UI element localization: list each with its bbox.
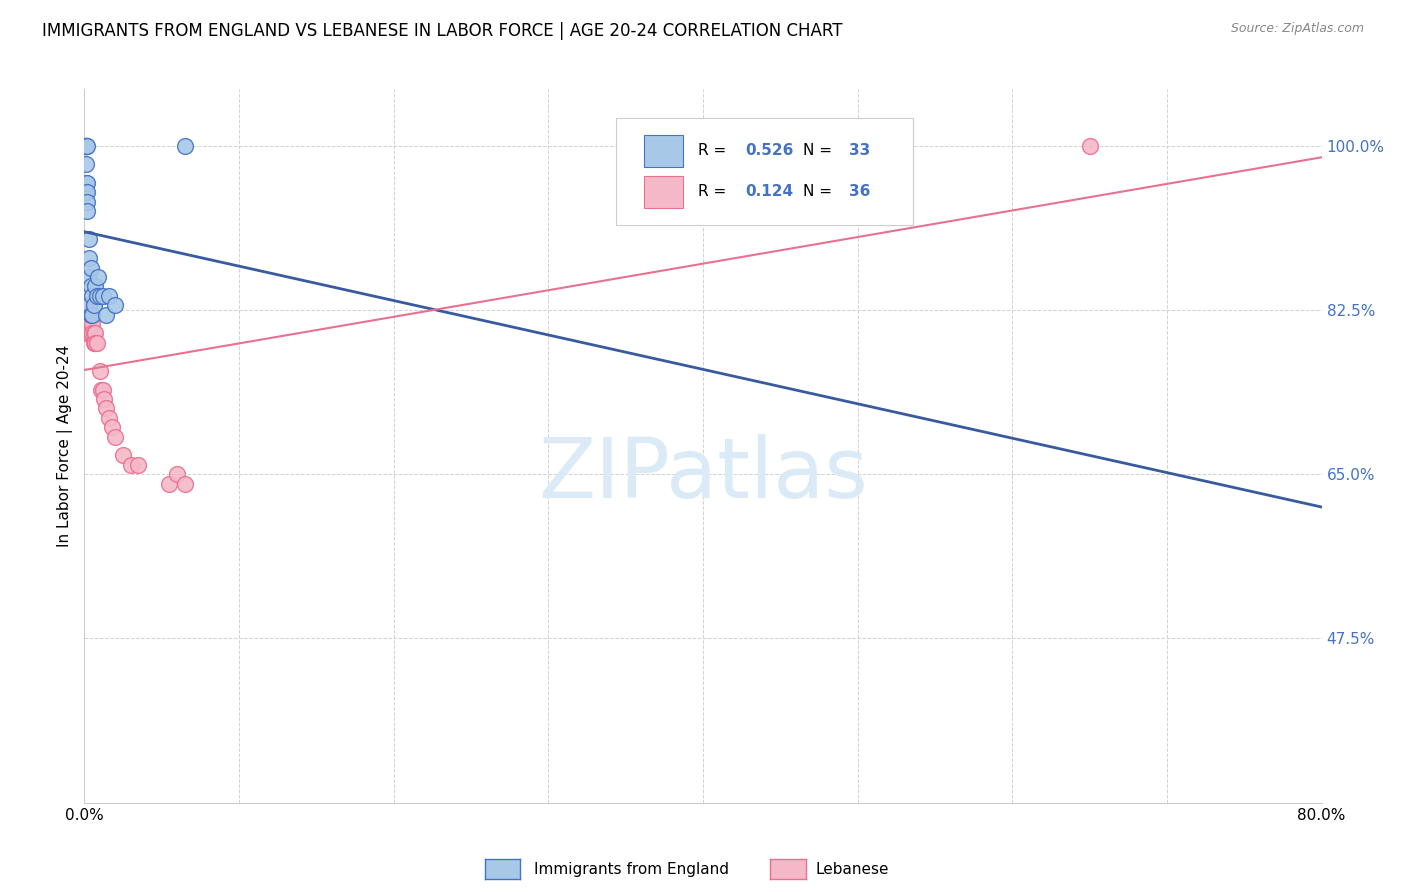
Point bbox=[89, 289, 111, 303]
Point bbox=[76, 138, 98, 153]
Point bbox=[79, 279, 101, 293]
Point bbox=[104, 298, 127, 312]
Point bbox=[79, 326, 101, 341]
Point bbox=[76, 186, 98, 200]
Point bbox=[76, 326, 98, 341]
Point bbox=[166, 467, 188, 482]
Point bbox=[76, 317, 98, 331]
Point bbox=[83, 335, 105, 350]
Point bbox=[75, 138, 97, 153]
Point bbox=[87, 270, 110, 285]
Point bbox=[75, 308, 97, 322]
Point bbox=[89, 364, 111, 378]
Point bbox=[75, 138, 97, 153]
Point bbox=[76, 194, 98, 209]
Point bbox=[77, 270, 100, 285]
Text: N =: N = bbox=[803, 184, 837, 199]
Point bbox=[75, 157, 97, 171]
Point bbox=[82, 326, 104, 341]
Point bbox=[1078, 138, 1101, 153]
Point bbox=[82, 308, 104, 322]
Point bbox=[77, 317, 100, 331]
Point bbox=[79, 260, 101, 275]
Point bbox=[79, 308, 101, 322]
Point bbox=[82, 289, 104, 303]
Y-axis label: In Labor Force | Age 20-24: In Labor Force | Age 20-24 bbox=[58, 345, 73, 547]
Point bbox=[93, 392, 115, 406]
Text: 33: 33 bbox=[849, 144, 870, 159]
Point bbox=[127, 458, 149, 472]
Point bbox=[83, 298, 105, 312]
Point bbox=[75, 317, 97, 331]
Text: N =: N = bbox=[803, 144, 837, 159]
Point bbox=[75, 138, 97, 153]
Text: ZIPatlas: ZIPatlas bbox=[538, 434, 868, 515]
Point bbox=[75, 138, 97, 153]
Point bbox=[94, 401, 117, 416]
Text: IMMIGRANTS FROM ENGLAND VS LEBANESE IN LABOR FORCE | AGE 20-24 CORRELATION CHART: IMMIGRANTS FROM ENGLAND VS LEBANESE IN L… bbox=[42, 22, 842, 40]
Text: 0.124: 0.124 bbox=[745, 184, 793, 199]
Text: Source: ZipAtlas.com: Source: ZipAtlas.com bbox=[1230, 22, 1364, 36]
Text: Immigrants from England: Immigrants from England bbox=[534, 863, 730, 877]
Point bbox=[75, 176, 97, 190]
Text: Lebanese: Lebanese bbox=[815, 863, 889, 877]
Point bbox=[76, 298, 98, 312]
Point bbox=[112, 449, 135, 463]
Point bbox=[77, 298, 100, 312]
Point bbox=[77, 251, 100, 265]
Point bbox=[79, 308, 101, 322]
Point bbox=[91, 383, 114, 397]
Point bbox=[98, 410, 121, 425]
Point bbox=[75, 138, 97, 153]
FancyBboxPatch shape bbox=[644, 176, 683, 208]
Text: 0.526: 0.526 bbox=[745, 144, 793, 159]
Point bbox=[84, 335, 107, 350]
Point bbox=[83, 326, 105, 341]
Point bbox=[94, 308, 117, 322]
Point bbox=[86, 335, 108, 350]
Point bbox=[174, 476, 197, 491]
Point bbox=[159, 476, 180, 491]
FancyBboxPatch shape bbox=[644, 135, 683, 167]
Point bbox=[82, 317, 104, 331]
Point bbox=[75, 138, 97, 153]
Point bbox=[76, 204, 98, 219]
Point bbox=[174, 138, 197, 153]
Point bbox=[98, 289, 121, 303]
Point bbox=[76, 308, 98, 322]
Point bbox=[77, 232, 100, 246]
Point bbox=[82, 308, 104, 322]
Text: 36: 36 bbox=[849, 184, 870, 199]
Text: R =: R = bbox=[697, 144, 731, 159]
Point bbox=[77, 326, 100, 341]
Point bbox=[90, 383, 112, 397]
Point bbox=[91, 289, 114, 303]
Point bbox=[77, 298, 100, 312]
Point bbox=[120, 458, 142, 472]
Point bbox=[75, 298, 97, 312]
Text: R =: R = bbox=[697, 184, 731, 199]
FancyBboxPatch shape bbox=[616, 118, 914, 225]
Point bbox=[104, 429, 127, 443]
Point bbox=[101, 420, 124, 434]
Point bbox=[86, 289, 108, 303]
Point bbox=[84, 279, 107, 293]
Point bbox=[76, 176, 98, 190]
Point bbox=[77, 308, 100, 322]
Point bbox=[75, 186, 97, 200]
Point bbox=[84, 326, 107, 341]
